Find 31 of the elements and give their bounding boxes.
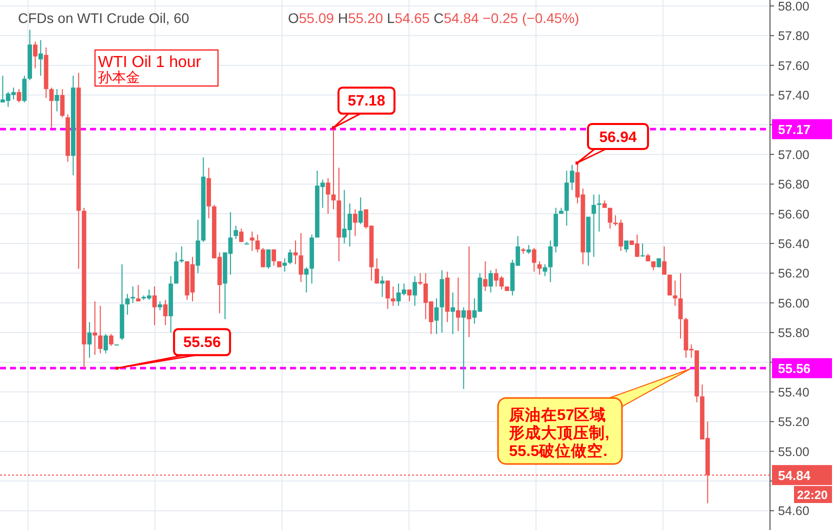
y-tick-label: 57.40 <box>778 88 810 103</box>
y-tick-label: 56.40 <box>778 236 810 251</box>
annotation: 原油在57区域形成大顶压制,55.5破位做空. <box>508 406 610 460</box>
y-tick-label: 57.80 <box>778 29 810 44</box>
y-tick-label: 55.80 <box>778 326 810 340</box>
ref-line-label: 55.56 <box>778 361 811 376</box>
ref-line-label: 57.17 <box>778 122 811 138</box>
y-tick-label: 54.60 <box>778 504 810 518</box>
annotation: 56.94 <box>599 129 638 146</box>
annotation: 56.94 <box>576 123 649 164</box>
y-tick-label: 55.20 <box>778 415 810 430</box>
annotation: 22:20 <box>794 486 832 503</box>
annotation: WTI Oil 1 hour <box>98 54 202 71</box>
text: CFDs on WTI Crude Oil, 60 <box>18 10 190 26</box>
y-tick-label: 56.00 <box>778 296 810 310</box>
y-tick-label: 56.60 <box>778 207 810 222</box>
annotation: 原油在57区域形成大顶压制,55.5破位做空. <box>497 368 690 465</box>
y-tick-label: 57.60 <box>778 58 810 73</box>
annotation: 55.56 <box>116 328 232 370</box>
ref-line-label: 54.84 <box>778 468 812 484</box>
annotation: 孙本金 <box>98 69 140 85</box>
y-tick-label: 55.40 <box>778 385 810 400</box>
annotation: 57.18 <box>332 86 396 130</box>
y-tick-label: 56.80 <box>778 178 810 192</box>
y-tick-label: 58.00 <box>778 0 810 14</box>
y-tick-label: 55.00 <box>778 444 810 459</box>
y-tick-label: 56.20 <box>778 266 810 281</box>
annotation: 55.56 <box>183 334 221 352</box>
y-tick-label: 57.00 <box>778 148 810 162</box>
text: O55.09 H55.20 L54.65 C54.84 −0.25 (−0.45%) <box>288 10 580 26</box>
annotation: 57.18 <box>348 92 386 110</box>
